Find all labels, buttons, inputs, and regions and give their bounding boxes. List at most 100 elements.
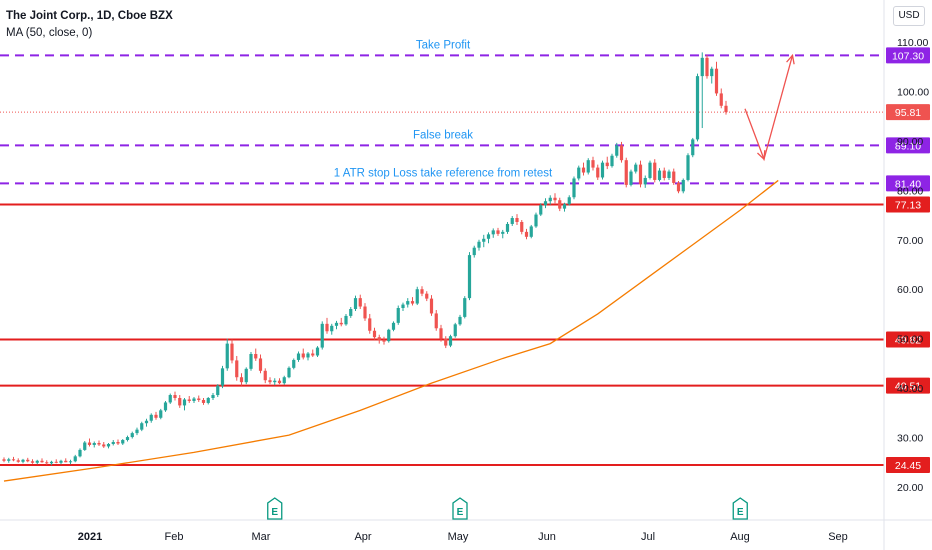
candle-body — [349, 309, 353, 316]
candle-body — [225, 343, 229, 369]
candle-body — [710, 68, 714, 77]
symbol-title[interactable]: The Joint Corp., 1D, Cboe BZX — [6, 10, 173, 22]
earnings-badge-label: E — [271, 507, 278, 518]
candle-body — [434, 313, 438, 329]
price-axis[interactable]: 20.00 30.00 40.00 50.00 60.00 70.00 80.00 90.00… — [883, 0, 929, 550]
candle-body — [353, 298, 358, 309]
candle-body — [135, 429, 139, 434]
level-price-tag — [886, 196, 930, 213]
candle-body — [339, 322, 343, 325]
level-price-label: 107.30 — [892, 50, 924, 62]
earnings-badge-shape — [732, 497, 748, 520]
indicator-label[interactable]: MA (50, close, 0) — [6, 27, 93, 39]
candle-body — [45, 462, 49, 464]
candle-body — [21, 459, 25, 462]
candle-body — [163, 402, 168, 411]
candle-body — [562, 204, 567, 209]
candle-body — [320, 323, 324, 348]
candle-body — [216, 385, 220, 396]
moving-average — [3, 179, 779, 482]
candle-body — [254, 353, 258, 359]
ma-line — [3, 179, 779, 482]
candle-body — [73, 456, 77, 462]
candle-body — [235, 360, 239, 378]
level-price-label: 81.40 — [895, 178, 921, 190]
candle-body — [520, 221, 524, 232]
candle-body — [116, 442, 120, 444]
candle-body — [401, 304, 405, 309]
candle-body — [78, 449, 82, 457]
candle-body — [268, 380, 272, 383]
candle-body — [282, 377, 286, 384]
time-tick-label: Jun — [538, 531, 556, 543]
earnings-badge-shape — [267, 497, 283, 520]
level-price-tag — [886, 456, 930, 473]
candle-body — [334, 322, 339, 326]
candle-body — [524, 231, 529, 237]
candle-body — [296, 353, 301, 360]
candle-body — [173, 395, 177, 398]
candle-body — [529, 226, 533, 237]
annotations: Take Profit False break 1 ATR stop Loss ta… — [334, 39, 553, 179]
candle-body — [472, 247, 476, 256]
candle-body — [548, 197, 552, 202]
candle-body — [567, 197, 571, 205]
candle-body — [182, 399, 187, 406]
candle-body — [68, 461, 73, 463]
candle-body — [130, 433, 134, 438]
currency-button[interactable]: USD — [893, 6, 925, 26]
annotation-take-profit: Take Profit — [416, 39, 471, 51]
candle-body — [102, 444, 106, 447]
candle-body — [301, 353, 305, 358]
candle-body — [686, 155, 690, 180]
candle-body — [325, 323, 329, 332]
candle-body — [624, 160, 628, 185]
candle-body — [410, 301, 415, 304]
candle-body — [396, 308, 400, 323]
price-tick-label: 100.00 — [897, 86, 929, 98]
level-price-label: 77.13 — [895, 200, 921, 212]
candle-body — [154, 414, 158, 418]
candle-body — [344, 315, 348, 325]
candle-body — [543, 201, 548, 206]
candle-body — [330, 325, 334, 332]
candle-body — [220, 368, 225, 386]
level-price-label: 49.82 — [895, 335, 921, 347]
candle-body — [64, 460, 68, 463]
level-price-label: 89.10 — [895, 140, 921, 152]
candle-body — [40, 460, 44, 463]
candle-body — [26, 459, 30, 462]
earnings-badge-shape — [452, 497, 468, 520]
candle-body — [610, 155, 614, 167]
annotation-stop-loss: 1 ATR stop Loss take reference from rete… — [334, 167, 553, 179]
candle-body — [510, 218, 514, 224]
candle-body — [672, 171, 676, 183]
candle-body — [463, 298, 467, 317]
candle-body — [491, 230, 495, 235]
candle-body — [54, 461, 58, 463]
candle-body — [501, 231, 505, 234]
candle-body — [719, 93, 723, 106]
time-axis[interactable]: 2021 Feb Mar Apr May Jun Jul Aug Sep — [0, 519, 932, 543]
time-tick-label: Feb — [165, 531, 184, 543]
candle-body — [97, 442, 101, 445]
candle-body — [653, 162, 657, 180]
candle-body — [444, 338, 448, 346]
candle-body — [83, 442, 87, 450]
time-tick-label: Sep — [828, 531, 848, 543]
forecast-arrow — [744, 55, 794, 162]
candle-body — [467, 255, 472, 299]
candle-body — [159, 410, 163, 418]
candle-body — [553, 197, 557, 201]
candle-body — [239, 377, 244, 383]
time-tick-label: Apr — [354, 531, 371, 543]
candle-body — [482, 238, 486, 242]
candle-body — [581, 167, 586, 173]
candle-body — [273, 380, 277, 383]
candle-body — [572, 178, 576, 198]
candle-body — [667, 171, 671, 178]
price-tick-label: 60.00 — [897, 284, 923, 296]
price-tick-label: 30.00 — [897, 433, 923, 445]
